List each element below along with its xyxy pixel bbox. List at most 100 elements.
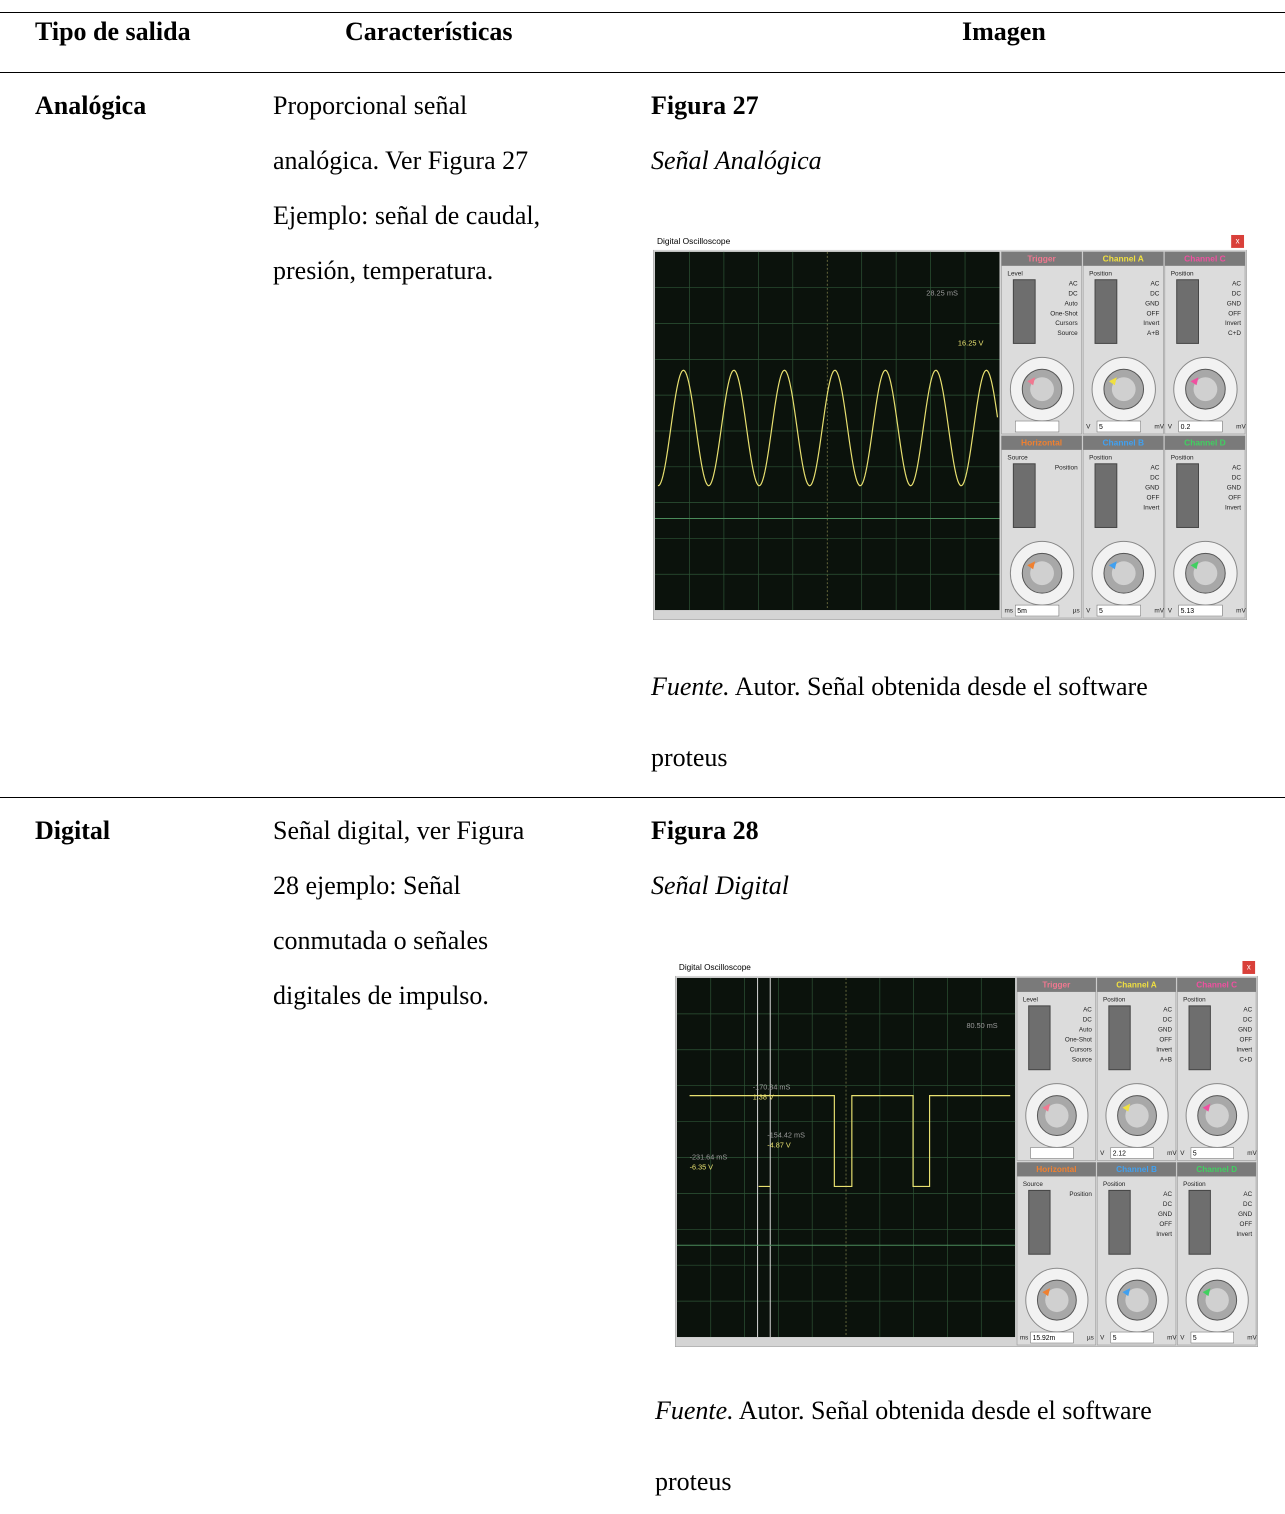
knob-cap	[1030, 377, 1054, 402]
knob-pointer	[1190, 377, 1199, 386]
knob-pointer	[1122, 1103, 1131, 1112]
value-field	[1110, 1331, 1154, 1344]
feature-line: Señal digital, ver Figura	[273, 816, 525, 845]
cursor-readout: -154.42 mS	[767, 1130, 805, 1139]
source-label: Fuente.	[655, 1396, 734, 1425]
control-label: Invert	[1225, 320, 1241, 327]
cursor-readout: -4.87 V	[767, 1140, 791, 1149]
value-field	[1178, 604, 1223, 617]
knob-pointer	[1042, 1103, 1051, 1112]
unit-label: mV	[1236, 608, 1246, 615]
control-label: Source	[1007, 455, 1028, 462]
panel-header	[1097, 1162, 1176, 1177]
value-field-text: 5	[1099, 608, 1103, 615]
control-label: Position	[1103, 1181, 1126, 1188]
value-field	[1030, 1331, 1074, 1344]
unit-label: V	[1168, 608, 1173, 615]
slider	[1012, 463, 1036, 528]
feature-line: analógica. Ver Figura 27	[273, 146, 529, 175]
control-label: AC	[1150, 280, 1159, 287]
cursor-readout: 16.25 V	[958, 338, 984, 347]
control-label: GND	[1238, 1026, 1252, 1033]
value-field	[1190, 1331, 1234, 1344]
unit-label: mV	[1236, 424, 1246, 431]
value-field	[1096, 420, 1141, 433]
control-label: AC	[1163, 1007, 1172, 1014]
feature-line: Proporcional señal	[273, 91, 468, 120]
unit-label: ms	[1020, 1335, 1028, 1342]
value-field	[1015, 420, 1060, 433]
control-label: DC	[1083, 1016, 1092, 1023]
panel-title: Channel B	[1102, 438, 1144, 448]
value-field-text: 2.12	[1113, 1150, 1126, 1157]
unit-label: mV	[1247, 1150, 1257, 1157]
value-field	[1030, 1147, 1074, 1159]
control-label: OFF	[1159, 1221, 1172, 1228]
unit-label: mV	[1167, 1335, 1177, 1342]
value-field-text: 5	[1193, 1150, 1197, 1157]
control-label: DC	[1163, 1016, 1172, 1023]
feature-line: digitales de impulso.	[273, 981, 489, 1010]
unit-label: V	[1086, 424, 1091, 431]
panel-title: Horizontal	[1036, 1164, 1076, 1174]
source-label: Fuente.	[651, 672, 730, 701]
panel-header	[1001, 251, 1082, 266]
figure-source-cont: proteus	[655, 1467, 732, 1496]
control-label: GND	[1238, 1211, 1252, 1218]
control-label: Invert	[1156, 1231, 1172, 1238]
control-label: AC	[1243, 1007, 1252, 1014]
control-label: Source	[1057, 330, 1078, 337]
panel-header	[1001, 435, 1082, 450]
slider	[1108, 1189, 1131, 1255]
control-label: GND	[1227, 300, 1242, 307]
header-cell: Imagen	[962, 17, 1046, 46]
control-label: Position	[1183, 1181, 1206, 1188]
close-label: x	[1247, 962, 1251, 971]
knob-pointer	[1202, 1103, 1211, 1112]
source-text: Autor. Señal obtenida desde el software	[734, 672, 1148, 701]
knob-cap	[1045, 1103, 1069, 1128]
panel-title: Channel C	[1196, 980, 1237, 990]
panel-title: Trigger	[1027, 254, 1056, 264]
panel-header	[1017, 977, 1096, 992]
control-label: DC	[1232, 290, 1242, 297]
unit-label: mV	[1247, 1335, 1257, 1342]
knob-pointer	[1042, 1288, 1051, 1297]
waveform	[657, 369, 999, 487]
control-label: DC	[1163, 1201, 1172, 1208]
unit-label: V	[1100, 1335, 1105, 1342]
value-field-text: 5	[1193, 1335, 1197, 1342]
control-label: AC	[1232, 464, 1241, 471]
control-label: AC	[1069, 280, 1078, 287]
close-label: x	[1236, 237, 1240, 246]
control-label: Position	[1089, 455, 1112, 462]
unit-label: V	[1168, 424, 1173, 431]
control-label: GND	[1158, 1211, 1172, 1218]
waveform	[689, 1095, 1011, 1188]
unit-label: mV	[1167, 1150, 1177, 1157]
window-title: Digital Oscilloscope	[657, 236, 731, 246]
knob-cap	[1193, 561, 1218, 586]
control-label: OFF	[1228, 494, 1241, 501]
feature-line: conmutada o señales	[273, 926, 489, 955]
unit-label: µs	[1073, 608, 1080, 615]
feature-line: 28 ejemplo: Señal	[273, 871, 461, 900]
close-button	[1231, 234, 1245, 248]
control-label: OFF	[1240, 1036, 1253, 1043]
control-label: DC	[1068, 290, 1078, 297]
knob-pointer	[1202, 1288, 1211, 1297]
row-type: Digital	[35, 816, 111, 845]
control-label: AC	[1232, 280, 1241, 287]
knob-pointer	[1027, 561, 1036, 570]
slider	[1176, 463, 1199, 528]
slider	[1108, 1005, 1131, 1071]
control-label: GND	[1158, 1026, 1172, 1033]
slider	[1188, 1005, 1211, 1071]
control-label: Position	[1089, 270, 1112, 277]
value-field	[1178, 420, 1223, 433]
window-title: Digital Oscilloscope	[679, 962, 751, 972]
control-label: One-Shot	[1050, 310, 1078, 317]
knob-cap	[1205, 1288, 1229, 1313]
row-type: Analógica	[35, 91, 147, 120]
